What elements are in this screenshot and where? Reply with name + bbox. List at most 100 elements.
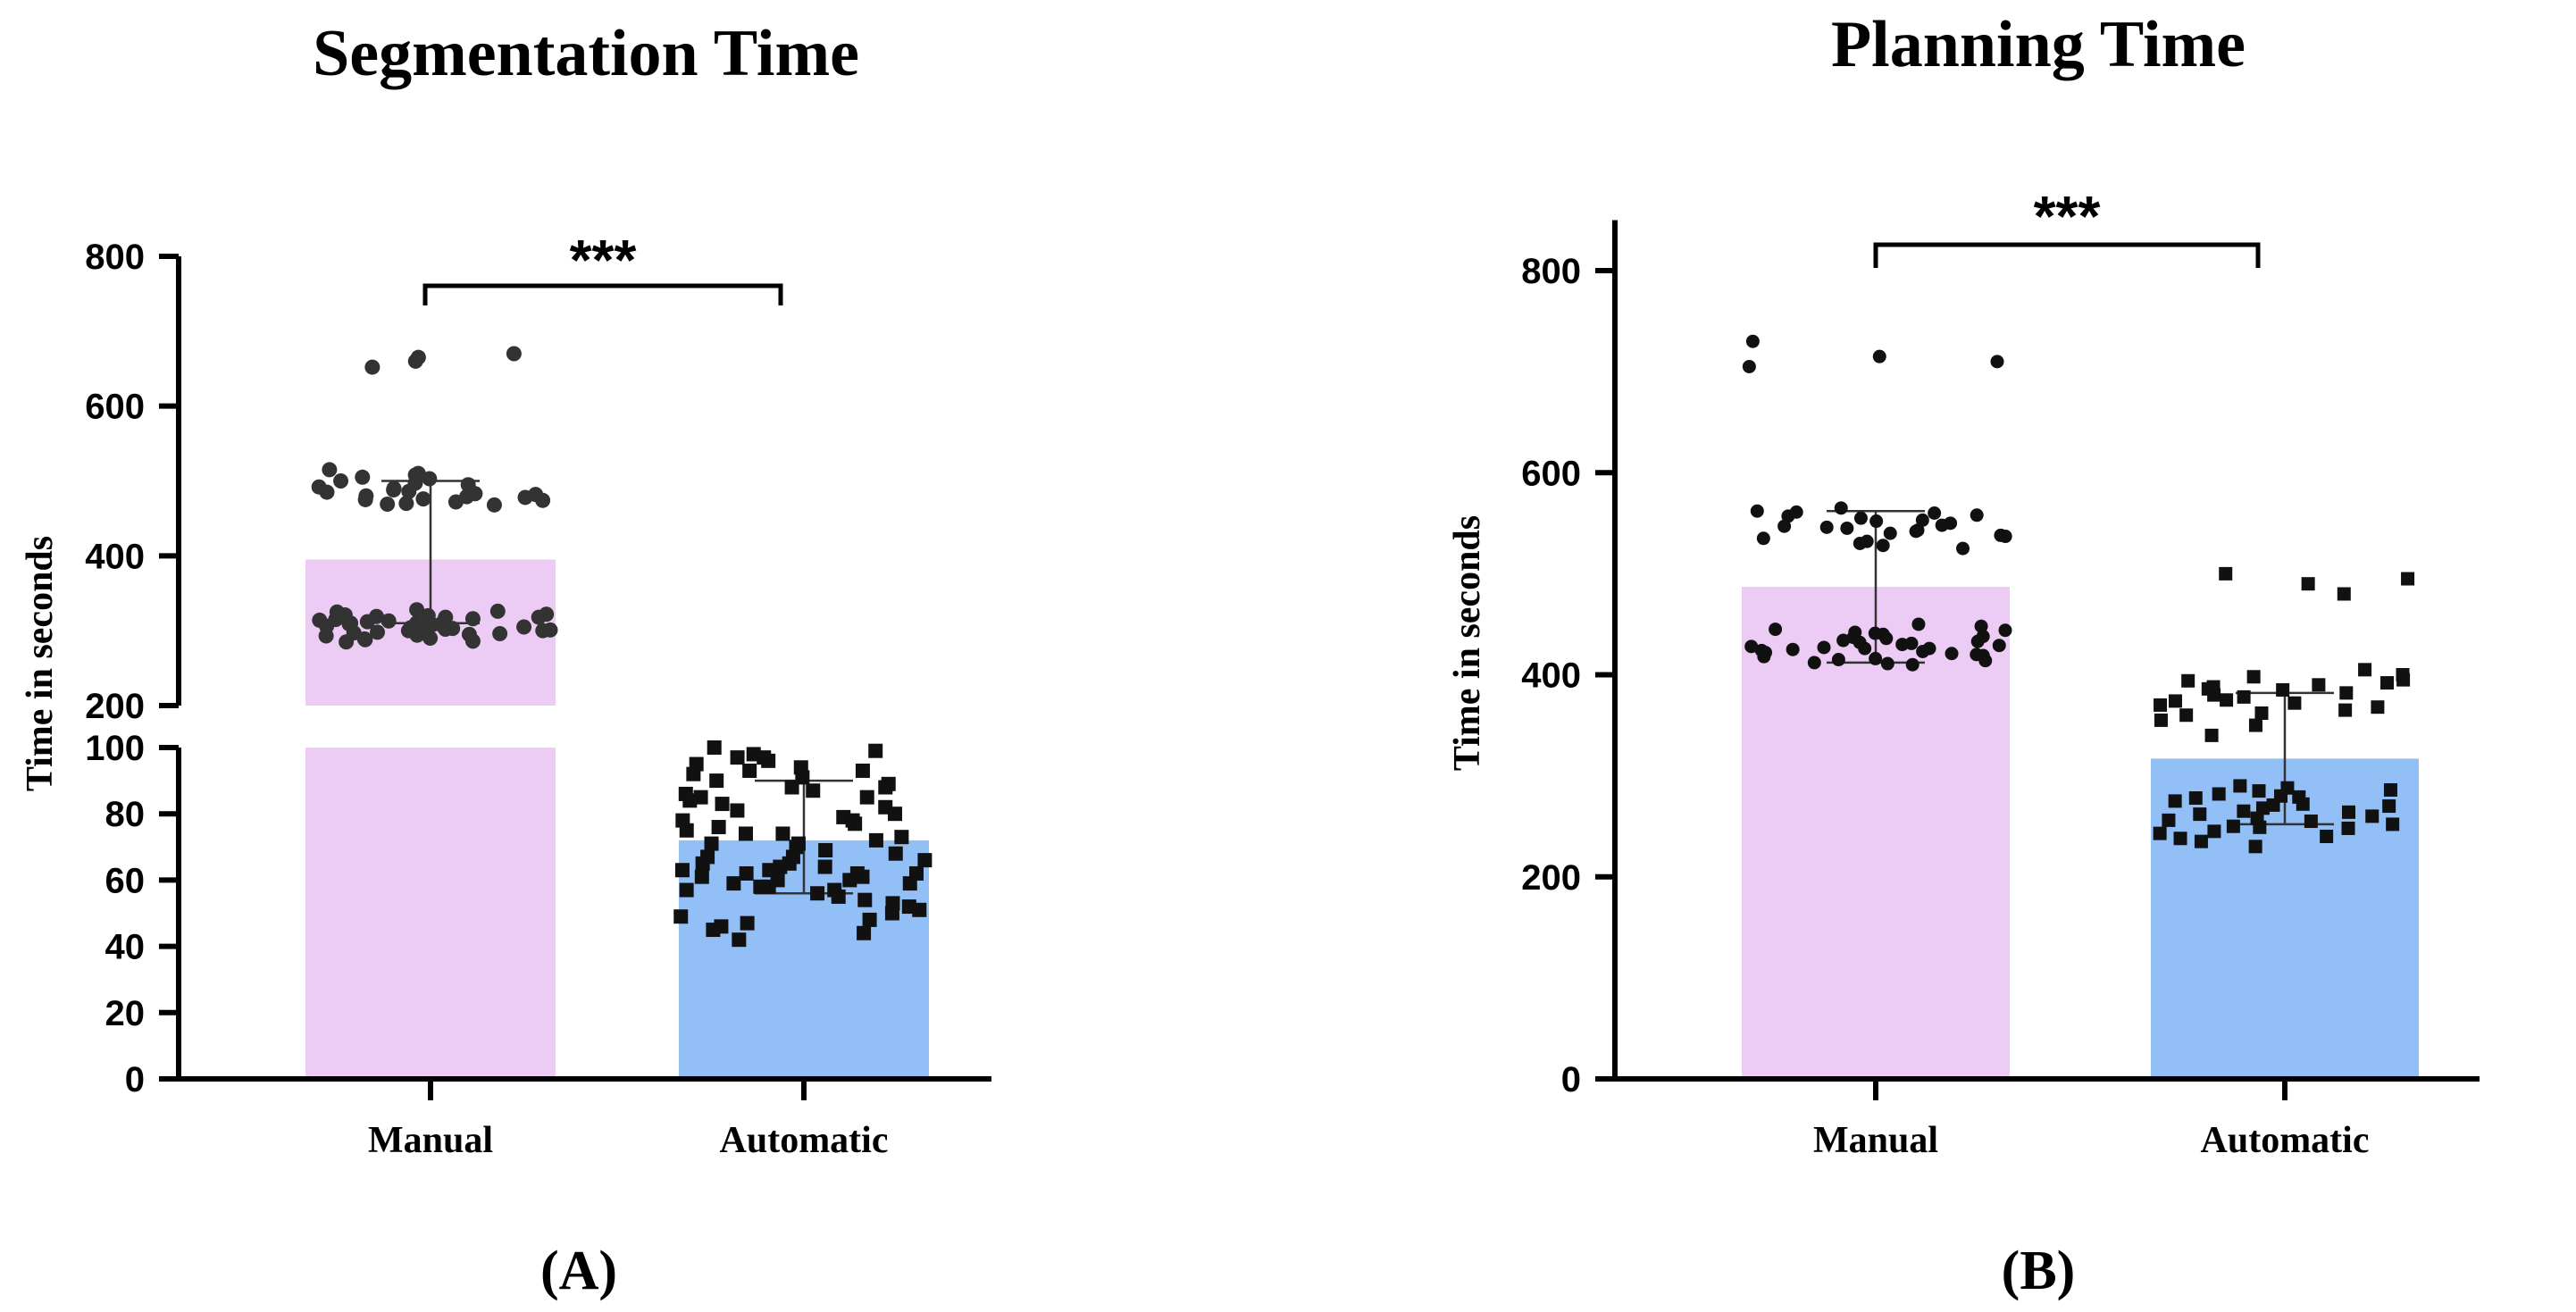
panel-a-point-automatic [726,876,741,891]
panel-a-y-tick-label-40: 40 [105,928,146,967]
panel-b-point-manual [1883,526,1897,540]
panel-b-point-manual [1869,651,1883,665]
panel-b-point-automatic [2204,728,2219,742]
panel-b-point-automatic [2386,817,2400,831]
panel-b-point-manual [1754,643,1769,657]
panel-a-point-automatic [810,886,825,901]
panel-a-point-manual [380,496,396,512]
panel-b-point-manual [1756,531,1770,546]
panel-a-y-tick-label-100: 100 [85,729,145,768]
panel-b-point-manual [1786,642,1800,656]
panel-b-point-automatic [2320,830,2334,843]
panel-b-point-automatic [2396,668,2410,681]
panel-b-point-automatic [2255,801,2270,815]
panel-a-point-automatic [855,763,870,778]
panel-b-point-manual [1904,636,1919,650]
panel-a-point-manual [419,618,435,634]
panel-a-y-tick-label-600: 600 [85,388,145,427]
panel-b-point-automatic [2237,804,2251,818]
panel-b-planning-time: Planning Time Time in seconds 0 200 400 600… [1447,8,2480,1301]
panel-b-point-manual [1970,634,1985,648]
panel-a-point-automatic [859,790,874,805]
panel-a-point-automatic [711,820,726,835]
panel-a-point-automatic [704,836,719,851]
panel-a-point-automatic [742,763,757,778]
panel-a-point-automatic [762,863,777,878]
panel-b-point-automatic [2168,694,2182,708]
panel-b-point-manual [1974,619,1988,633]
panel-a-point-automatic [757,750,772,765]
panel-a-y-axis-label: Time in seconds [20,536,61,791]
panel-a-point-automatic [868,743,883,758]
panel-a-y-tick-label-400: 400 [85,537,145,576]
panel-b-point-automatic [2237,689,2251,704]
panel-b-bar-manual [1742,587,2010,1079]
panel-b-point-automatic [2233,779,2247,793]
panel-b-point-manual [1970,508,1984,522]
panel-b-point-manual [1868,626,1882,640]
panel-a-point-automatic [878,799,893,815]
panel-b-point-manual [1836,633,1851,648]
panel-b-point-manual [1853,511,1868,525]
panel-b-point-manual [1777,519,1792,533]
panel-a-point-automatic [917,853,933,868]
panel-b-point-manual [1945,647,1959,661]
panel-b-point-automatic [2154,698,2168,712]
panel-b-point-automatic [2371,700,2385,714]
panel-b-point-manual [1840,521,1854,535]
panel-a-point-automatic [775,826,790,841]
panel-b-point-automatic [2219,566,2233,581]
panel-b-point-manual [1860,534,1874,548]
panel-b-point-automatic [2380,676,2395,690]
panel-a-point-automatic [694,869,709,884]
panel-a-label: (A) [540,1241,617,1301]
panel-a-point-manual [422,631,439,647]
panel-b-point-manual [1750,504,1764,518]
panel-a-point-automatic [715,797,730,812]
panel-a-point-manual [386,482,402,498]
panel-b-point-automatic [2252,784,2266,798]
panel-b-point-manual [1880,656,1894,671]
panel-a-point-automatic [784,780,799,795]
panel-b-point-automatic [2248,840,2262,854]
panel-b-y-axis-label: Time in seconds [1447,515,1488,771]
panel-a-point-manual [434,617,450,633]
panel-a-segmentation-time: Segmentation Time Time in seconds 0 20 40 6… [20,17,991,1301]
panel-b-point-automatic [2280,781,2295,795]
panel-a-point-manual [356,631,372,647]
panel-b-point-automatic [2212,787,2226,801]
panel-a-point-automatic [738,826,753,841]
panel-a-point-automatic [817,859,832,874]
panel-b-point-automatic [2154,713,2168,727]
panel-a-point-automatic [806,783,821,798]
panel-a-point-automatic [679,882,694,898]
panel-a-point-manual [422,471,438,487]
panel-b-point-manual [1769,623,1783,637]
panel-b-significance-bracket [1873,242,2261,268]
panel-a-point-automatic [885,896,900,911]
panel-a-point-automatic [857,925,872,940]
panel-a-bar-manual-lower [305,748,556,1079]
panel-b-point-automatic [2266,798,2280,812]
panel-a-point-automatic [675,813,690,828]
panel-b-title: Planning Time [1831,8,2246,81]
panel-b-point-automatic [2226,819,2240,833]
panel-b-point-manual [1817,640,1831,655]
panel-a-point-manual [464,611,481,627]
panel-a-point-automatic [857,892,873,907]
panel-a-y-tick-label-800: 800 [85,238,145,277]
panel-a-title: Segmentation Time [313,17,859,90]
panel-a-point-automatic [836,809,851,824]
panel-a-point-manual [539,606,555,623]
panel-b-point-manual [1876,539,1890,553]
panel-a-point-automatic [732,932,747,948]
panel-b-point-automatic [2153,826,2167,840]
panel-b-point-automatic [2246,670,2261,684]
panel-a-point-manual [459,489,475,505]
panel-a-point-manual [357,491,373,507]
panel-a-point-automatic [700,849,715,865]
panel-a-point-automatic [818,843,833,858]
panel-b-point-automatic [2254,706,2269,720]
panel-b-point-automatic [2337,587,2351,601]
panel-a-point-manual [415,491,431,507]
